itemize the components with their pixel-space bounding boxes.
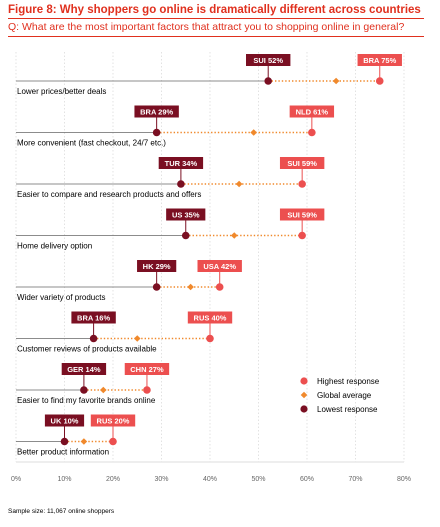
lowest-response-label-box <box>71 311 116 324</box>
x-tick-label: 80% <box>397 476 411 483</box>
x-tick-label: 10% <box>57 476 71 483</box>
highest-response-dot <box>308 128 316 137</box>
lowest-response-label: BRA 16% <box>77 314 110 323</box>
lowest-response-label-box <box>61 363 107 375</box>
legend-highest-marker <box>300 377 308 385</box>
lowest-response-label-box <box>246 54 291 66</box>
lowest-response-label: US 35% <box>172 211 200 220</box>
highest-response-label-box <box>289 105 335 118</box>
x-tick-label: 50% <box>251 476 265 483</box>
lowest-response-label-box <box>158 157 204 169</box>
figure-question: Q: What are the most important factors t… <box>8 21 405 33</box>
lowest-response-label: BRA 29% <box>140 108 173 117</box>
x-tick-label: 0% <box>11 476 21 483</box>
lowest-response-label: GER 14% <box>67 365 101 374</box>
legend-lowest-marker <box>300 405 308 413</box>
highest-response-label-box <box>187 311 233 324</box>
highest-response-label: NLD 61% <box>296 108 329 117</box>
lowest-response-label: TUR 34% <box>165 159 198 168</box>
row-category-label: Customer reviews of products available <box>17 345 157 354</box>
global-average-diamond <box>100 386 107 394</box>
global-average-diamond <box>230 232 238 239</box>
question-divider <box>8 36 424 37</box>
lowest-response-label-box <box>134 105 179 118</box>
x-tick-label: 20% <box>106 476 120 483</box>
lowest-response-dot <box>152 283 161 291</box>
lowest-response-dot <box>264 77 273 85</box>
highest-response-label-box <box>279 157 325 169</box>
legend-label: Global average <box>317 391 372 400</box>
highest-response-label-box <box>197 260 242 272</box>
global-average-diamond <box>133 335 141 342</box>
global-average-diamond <box>235 180 243 188</box>
lowest-response-dot <box>177 180 185 188</box>
lowest-response-label: UK 10% <box>51 417 79 426</box>
global-average-diamond <box>332 77 340 85</box>
lowest-response-dot <box>152 128 161 137</box>
row-category-label: Easier to find my favorite brands online <box>17 396 156 405</box>
highest-response-label: RUS 20% <box>97 417 130 426</box>
lowest-response-dot <box>80 386 88 394</box>
x-tick-label: 60% <box>300 476 314 483</box>
x-tick-label: 70% <box>348 476 362 483</box>
row-category-label: Wider variety of products <box>17 293 105 302</box>
legend-label: Lowest response <box>317 405 378 414</box>
lowest-response-label-box <box>137 260 177 272</box>
highest-response-label-box <box>90 414 136 427</box>
highest-response-label: USA 42% <box>203 262 236 271</box>
figure-title: Figure 8: Why shoppers go online is dram… <box>8 4 421 16</box>
highest-response-label-box <box>124 363 170 375</box>
highest-response-label: BRA 75% <box>363 56 396 65</box>
highest-response-label: CHN 27% <box>130 365 164 374</box>
lowest-response-label-box <box>166 208 206 221</box>
lowest-response-dot <box>60 437 69 446</box>
global-average-diamond <box>80 438 88 445</box>
highest-response-label: RUS 40% <box>194 314 227 323</box>
highest-response-dot <box>206 334 214 343</box>
row-category-label: Better product information <box>17 448 109 457</box>
global-average-diamond <box>250 129 257 136</box>
highest-response-dot <box>109 437 117 446</box>
row-category-label: Easier to compare and research products … <box>17 190 201 199</box>
row-category-label: Lower prices/better deals <box>17 87 106 96</box>
lowest-response-dot <box>89 334 98 343</box>
x-tick-label: 40% <box>203 476 217 483</box>
highest-response-label: SUI 59% <box>287 159 317 168</box>
highest-response-dot <box>298 180 306 188</box>
lowest-response-label-box <box>44 414 85 427</box>
global-average-diamond <box>187 283 194 291</box>
legend-label: Highest response <box>317 377 380 386</box>
highest-response-dot <box>215 283 224 291</box>
legend-global-marker <box>300 391 308 399</box>
x-tick-label: 30% <box>154 476 168 483</box>
highest-response-label: SUI 59% <box>287 211 317 220</box>
sample-size-note: Sample size: 11,067 online shoppers <box>8 508 115 515</box>
title-divider <box>8 18 424 19</box>
row-category-label: More convenient (fast checkout, 24/7 etc… <box>17 139 166 148</box>
highest-response-dot <box>375 77 384 85</box>
lowest-response-dot <box>181 231 190 240</box>
highest-response-dot <box>143 386 151 394</box>
lowest-response-label: HK 29% <box>143 262 171 271</box>
row-category-label: Home delivery option <box>17 242 92 251</box>
highest-response-label-box <box>279 208 325 221</box>
highest-response-dot <box>298 231 306 240</box>
highest-response-label-box <box>357 54 402 66</box>
lowest-response-label: SUI 52% <box>253 56 283 65</box>
